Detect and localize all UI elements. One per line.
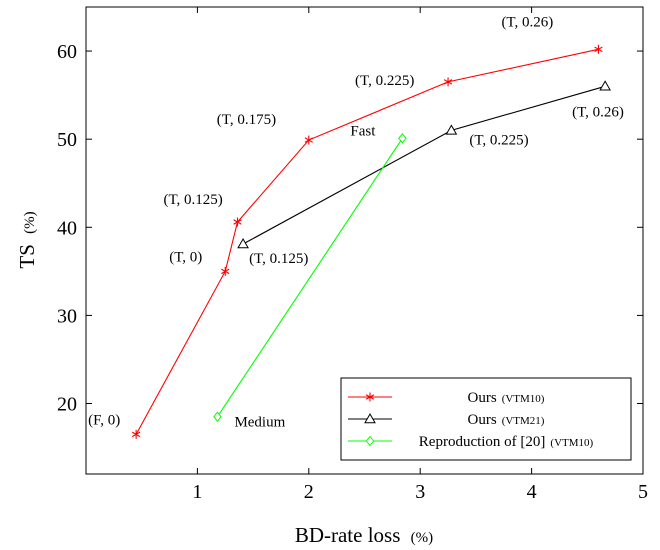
legend-label: Ours (VTM10) [468,390,545,406]
legend-label-suffix: (VTM10) [502,393,545,405]
point-label: Medium [234,415,285,431]
point-label: Fast [350,123,376,139]
legend-label-name: Reproduction of [20] [419,434,546,450]
point-label: (T, 0.26) [572,104,624,120]
point-label: (T, 0.125) [249,251,308,267]
triangle-shape [237,238,249,249]
asterisk-stroke [221,268,230,275]
data-point [594,44,603,54]
legend-entry: Ours (VTM21) [348,412,545,428]
legend: Ours (VTM10) Ours (VTM21) Reproduction of [2… [340,377,632,461]
y-tick-label: 40 [57,217,77,239]
x-tick-label: 3 [415,481,425,503]
asterisk-stroke [594,46,603,53]
y-tick-label: 20 [57,394,77,416]
asterisk-stroke [304,137,313,143]
legend-label-suffix: (VTM21) [502,415,545,427]
diamond-shape [365,435,375,447]
asterisk-stroke [131,431,141,438]
x-tick-label: 4 [527,481,537,503]
point-label: (T, 0.225) [469,132,528,148]
y-axis-ticks: 20 30 40 50 60 [57,41,643,416]
x-axis-title-text: BD-rate loss [295,523,401,547]
diamond-shape [398,132,407,144]
series-line [216,137,403,418]
legend-label-name: Ours [468,412,497,428]
y-tick-label: 60 [57,41,77,63]
point-label: (T, 0.125) [164,192,223,208]
data-point [445,124,458,135]
data-point [443,77,453,87]
x-tick-label: 1 [192,481,202,503]
plot-area [85,6,644,475]
x-axis-title-unit: (%) [411,530,434,546]
data-point [221,266,230,276]
point-label: (T, 0.175) [217,112,276,128]
x-tick-label: 2 [304,481,314,503]
data-point [398,132,407,144]
triangle-shape [599,80,611,91]
point-label: (T, 0.225) [355,73,414,89]
x-axis-ticks: 1 2 3 4 5 [192,7,648,503]
data-point [131,429,141,439]
data-point [599,80,611,91]
legend-label: Reproduction of [20] (VTM10) [419,434,594,450]
legend-label-name: Ours [468,390,497,406]
series-0 [131,44,603,439]
legend-label-suffix: (VTM10) [550,437,593,449]
legend-marker [365,392,375,402]
triangle-shape [445,124,458,135]
y-axis-title-text: TS [15,244,39,269]
series-line [242,85,606,245]
asterisk-stroke [233,219,242,225]
series-line [135,48,599,435]
series-layer [131,44,611,439]
point-label: (T, 0.26) [501,14,553,30]
legend-label: Ours (VTM21) [468,412,545,428]
legend-entry: Ours (VTM10) [348,390,545,406]
legend-marker [365,435,375,447]
data-point [233,217,242,227]
legend-entry: Reproduction of [20] (VTM10) [348,434,594,450]
data-point [304,135,313,145]
series-1 [237,80,611,249]
triangle-shape [364,412,376,424]
y-tick-label: 50 [57,129,77,151]
data-point [213,411,222,423]
legend-marker [364,412,376,424]
asterisk-stroke [365,394,375,400]
point-label: (T, 0) [169,249,202,265]
x-axis-title: BD-rate loss (%) [295,523,433,547]
y-axis-title-unit: (%) [22,211,38,234]
x-tick-label: 5 [638,481,648,503]
y-tick-label: 30 [57,305,77,327]
diamond-shape [213,411,222,423]
data-point [237,238,249,249]
point-label: (F, 0) [88,412,120,428]
asterisk-stroke [443,79,453,85]
y-axis-title: TS (%) [15,211,39,268]
annotation-layer: (F, 0) (T, 0) (T, 0.125) (T, 0.175) (T, 0.22… [88,14,624,430]
series-2 [213,132,407,423]
